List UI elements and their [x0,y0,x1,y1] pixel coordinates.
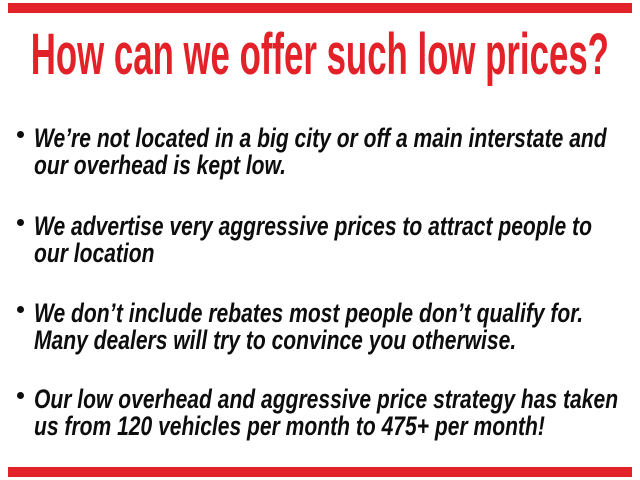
bullet-1-line-2: our overhead is kept low. [34,150,287,180]
top-accent-bar [8,3,632,13]
bullet-item-4: Our low overhead and aggressive price st… [0,386,640,446]
bullet-2-line-1: We advertise very aggressive prices to a… [34,211,592,241]
bullet-3-line-1: We don’t include rebates most people don… [34,298,584,328]
bullet-item-1: We’re not located in a big city or off a… [0,125,640,185]
bullet-text-3: We don’t include rebates most people don… [34,300,583,354]
bullet-2-line-2: our location [34,238,155,268]
bullet-text-2: We advertise very aggressive prices to a… [34,213,592,267]
bullet-item-2: We advertise very aggressive prices to a… [0,213,640,273]
bullet-dot [17,392,24,399]
bullet-dot [17,306,24,313]
bullet-3-line-2: Many dealers will try to convince you ot… [34,325,517,355]
bullet-item-3: We don’t include rebates most people don… [0,300,640,360]
bullet-text-4: Our low overhead and aggressive price st… [34,386,618,440]
bullet-dot [17,131,24,138]
headline-container: How can we offer such low prices? [0,26,640,84]
bullet-dot [17,219,24,226]
page-title: How can we offer such low prices? [30,22,610,87]
bullet-text-1: We’re not located in a big city or off a… [34,125,607,179]
bottom-accent-bar [8,467,632,477]
bullet-1-line-1: We’re not located in a big city or off a… [34,123,607,153]
bullet-4-line-1: Our low overhead and aggressive price st… [34,384,619,414]
bullet-4-line-2: us from 120 vehicles per month to 475+ p… [34,411,545,441]
